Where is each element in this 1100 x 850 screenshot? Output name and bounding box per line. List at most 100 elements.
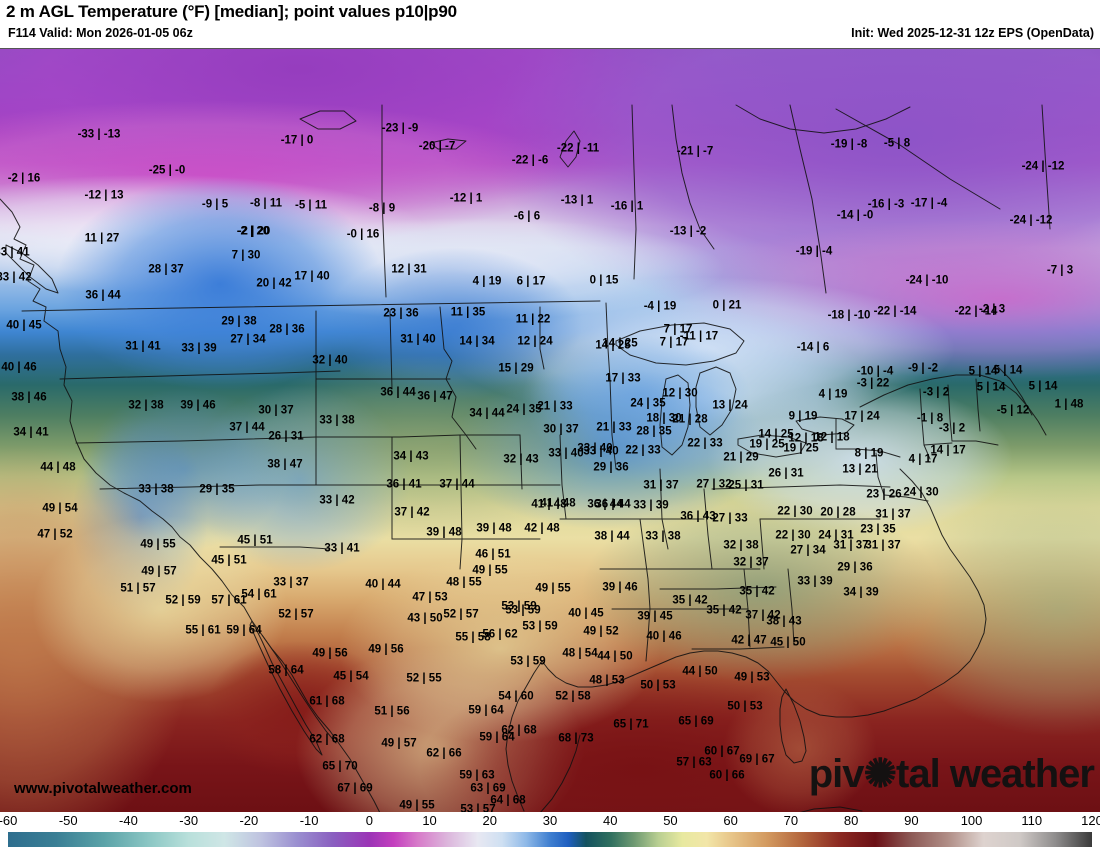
- point-value: 12 | 30: [662, 387, 698, 400]
- point-value: 32 | 40: [312, 354, 348, 367]
- state-line-v10: [559, 434, 567, 520]
- point-value: 33 | 41: [324, 542, 360, 555]
- point-value: 50 | 53: [640, 679, 676, 692]
- coast-vancouver-island: [5, 244, 59, 294]
- point-value: 12 | 18: [814, 431, 850, 444]
- point-value: 32 | 38: [723, 539, 759, 552]
- point-value: 53 | 59: [505, 604, 541, 617]
- state-line-v8: [459, 434, 463, 570]
- page-title: 2 m AGL Temperature (°F) [median]; point…: [6, 2, 457, 21]
- point-value: -4 | 19: [643, 300, 677, 313]
- point-value: 19 | 25: [749, 438, 785, 451]
- state-line-v15: [787, 568, 795, 646]
- logo-text-left: piv: [808, 752, 865, 796]
- point-value: 49 | 55: [140, 538, 176, 551]
- point-value: 53 | 59: [510, 655, 546, 668]
- state-line-v3: [439, 306, 477, 450]
- point-value: 13 | 21: [842, 463, 878, 476]
- point-value: 45 | 51: [237, 534, 273, 547]
- point-value: 20 | 42: [256, 277, 292, 290]
- point-value: 40 | 46: [1, 361, 37, 374]
- point-value: 12 | 31: [391, 263, 427, 276]
- point-value: -23 | -9: [381, 122, 419, 135]
- state-line-v2: [389, 310, 393, 390]
- point-value: 36 | 44: [380, 386, 416, 399]
- point-value: 33 | 38: [319, 414, 355, 427]
- lake-huron: [695, 366, 737, 436]
- colorbar-tick-label: 70: [783, 813, 799, 828]
- point-value: 12 | 24: [517, 335, 553, 348]
- point-value: 56 | 62: [482, 628, 518, 641]
- point-value: 48 | 54: [562, 647, 598, 660]
- border-canada-us-west: [21, 300, 601, 312]
- point-value: 28 | 37: [148, 263, 184, 276]
- point-value: 30 | 37: [543, 423, 579, 436]
- colorbar-tick-label: -50: [58, 813, 78, 828]
- prov-line-2: [631, 104, 637, 280]
- point-value: 11 | 22: [515, 313, 551, 326]
- point-value: -5 | 12: [996, 404, 1030, 417]
- point-value: 52 | 55: [406, 672, 442, 685]
- point-value: 14 | 25: [602, 337, 638, 350]
- colorbar-tick-label: 30: [542, 813, 558, 828]
- point-value: 41 | 48: [531, 498, 567, 511]
- point-value: 36 | 44: [85, 289, 121, 302]
- point-value: 33 | 39: [797, 575, 833, 588]
- northern-coast: [735, 104, 911, 134]
- point-value: 6 | 17: [516, 275, 546, 288]
- point-value: 5 | 14: [993, 364, 1023, 377]
- point-value: 13 | 24: [712, 399, 748, 412]
- point-value: 46 | 51: [475, 548, 511, 561]
- point-value: 44 | 48: [40, 461, 76, 474]
- state-line-ne9: [923, 442, 953, 446]
- map-canvas[interactable]: -2 | 16 -12 | 13 -33 | -13 -25 | -0 -9 | 5 -8…: [0, 48, 1100, 813]
- point-value: -24 | -12: [1021, 160, 1065, 173]
- point-value: 33 | 42: [0, 271, 32, 284]
- point-value: 23 | 26: [866, 488, 902, 501]
- point-value: -16 | 1: [610, 200, 644, 213]
- point-value: 49 | 56: [368, 643, 404, 656]
- point-value: 69 | 67: [739, 753, 775, 766]
- point-value: 14 | 25: [758, 428, 794, 441]
- point-value: 31 | 37: [875, 508, 911, 521]
- point-value: 33 | 39: [181, 342, 217, 355]
- point-value: 33 | 41: [0, 246, 30, 259]
- point-value: 28 | 36: [269, 323, 305, 336]
- point-value: 65 | 71: [613, 718, 649, 731]
- point-value: 23 | 36: [383, 307, 419, 320]
- point-value: 51 | 57: [120, 582, 156, 595]
- point-value: 40 | 45: [6, 319, 42, 332]
- point-value: 14 | 34: [459, 335, 495, 348]
- point-value: 33 | 38: [138, 483, 174, 496]
- colorbar-tick-label: 10: [422, 813, 437, 828]
- point-value: -2 | 20: [237, 225, 271, 238]
- point-value: 28 | 35: [636, 425, 672, 438]
- point-value: 22 | 30: [777, 505, 813, 518]
- header-bar: 2 m AGL Temperature (°F) [median]; point…: [0, 0, 1100, 48]
- lake-athabasca: [429, 138, 467, 150]
- point-value: 33 | 37: [273, 576, 309, 589]
- point-value: 49 | 56: [312, 647, 348, 660]
- point-value: 31 | 37: [865, 539, 901, 552]
- point-value: 22 | 30: [775, 529, 811, 542]
- point-value: 35 | 42: [706, 604, 742, 617]
- prov-line-5: [1041, 104, 1051, 230]
- logo-text-right: tal weather: [896, 752, 1095, 796]
- point-value: 42 | 48: [524, 522, 560, 535]
- point-value: -25 | -0: [148, 164, 186, 177]
- point-value: 29 | 38: [221, 315, 257, 328]
- point-value: -6 | 6: [513, 210, 541, 223]
- point-value: 52 | 57: [443, 608, 479, 621]
- point-value: 29 | 36: [837, 561, 873, 574]
- point-value: 14 | 17: [930, 444, 966, 457]
- point-value: 7 | 30: [231, 249, 261, 262]
- point-value: 55 | 58: [455, 631, 491, 644]
- point-value: -13 | 1: [560, 194, 594, 207]
- point-value: 33 | 42: [319, 494, 355, 507]
- point-value: 5 | 14: [968, 365, 998, 378]
- point-value: 31 | 41: [125, 340, 161, 353]
- point-value: 65 | 70: [322, 760, 358, 773]
- great-slave-lake: [299, 110, 357, 130]
- state-line-h13: [659, 586, 777, 590]
- lake-michigan: [659, 374, 691, 456]
